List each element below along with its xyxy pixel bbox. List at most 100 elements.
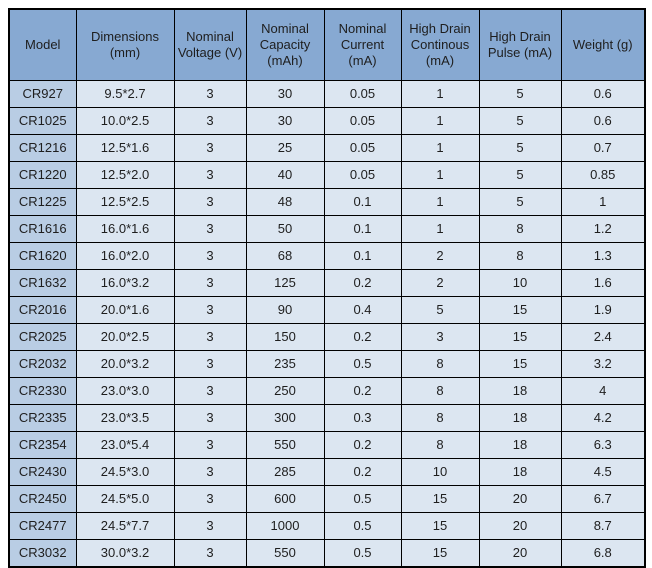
nominal-current-cell: 0.1	[323, 188, 402, 216]
high-drain-continous-cell: 1	[400, 215, 480, 243]
dimensions-cell: 20.0*1.6	[75, 296, 175, 324]
nominal-current-cell: 0.2	[323, 269, 402, 297]
nominal-voltage-cell: 3	[173, 134, 247, 162]
high-drain-pulse-cell: 8	[478, 215, 562, 243]
high-drain-continous-cell: 15	[400, 539, 480, 568]
high-drain-continous-cell: 8	[400, 404, 480, 432]
model-cell: CR2354	[8, 431, 77, 459]
nominal-current-cell: 0.05	[323, 107, 402, 135]
nominal-capacity-cell: 125	[245, 269, 325, 297]
nominal-voltage-cell: 3	[173, 512, 247, 540]
nominal-voltage-cell: 3	[173, 377, 247, 405]
nominal-current-cell: 0.5	[323, 485, 402, 513]
weight-cell: 4	[560, 377, 646, 405]
header-high-drain-pulse: High Drain Pulse (mA)	[478, 8, 562, 81]
nominal-capacity-cell: 600	[245, 485, 325, 513]
nominal-current-cell: 0.4	[323, 296, 402, 324]
nominal-voltage-cell: 3	[173, 215, 247, 243]
model-cell: CR2335	[8, 404, 77, 432]
weight-cell: 3.2	[560, 350, 646, 378]
header-nominal-capacity: Nominal Capacity (mAh)	[245, 8, 325, 81]
nominal-voltage-cell: 3	[173, 539, 247, 568]
high-drain-continous-cell: 10	[400, 458, 480, 486]
high-drain-pulse-cell: 20	[478, 485, 562, 513]
weight-cell: 0.85	[560, 161, 646, 189]
high-drain-pulse-cell: 20	[478, 539, 562, 568]
high-drain-pulse-cell: 15	[478, 350, 562, 378]
table-row: CR1225 12.5*2.5 3 48 0.1 1 5 1	[8, 188, 646, 216]
weight-cell: 6.7	[560, 485, 646, 513]
high-drain-continous-cell: 1	[400, 188, 480, 216]
nominal-current-cell: 0.1	[323, 215, 402, 243]
high-drain-pulse-cell: 5	[478, 161, 562, 189]
nominal-voltage-cell: 3	[173, 242, 247, 270]
nominal-current-cell: 0.05	[323, 80, 402, 108]
model-cell: CR1025	[8, 107, 77, 135]
nominal-current-cell: 0.3	[323, 404, 402, 432]
high-drain-continous-cell: 2	[400, 242, 480, 270]
dimensions-cell: 20.0*3.2	[75, 350, 175, 378]
table-row: CR2354 23.0*5.4 3 550 0.2 8 18 6.3	[8, 431, 646, 459]
model-cell: CR2032	[8, 350, 77, 378]
weight-cell: 4.5	[560, 458, 646, 486]
table-row: CR1025 10.0*2.5 3 30 0.05 1 5 0.6	[8, 107, 646, 135]
table-row: CR2025 20.0*2.5 3 150 0.2 3 15 2.4	[8, 323, 646, 351]
table-row: CR1216 12.5*1.6 3 25 0.05 1 5 0.7	[8, 134, 646, 162]
nominal-capacity-cell: 30	[245, 80, 325, 108]
nominal-capacity-cell: 25	[245, 134, 325, 162]
high-drain-pulse-cell: 5	[478, 80, 562, 108]
dimensions-cell: 24.5*7.7	[75, 512, 175, 540]
nominal-capacity-cell: 550	[245, 431, 325, 459]
high-drain-continous-cell: 15	[400, 485, 480, 513]
high-drain-continous-cell: 8	[400, 431, 480, 459]
header-weight: Weight (g)	[560, 8, 646, 81]
nominal-current-cell: 0.2	[323, 458, 402, 486]
dimensions-cell: 23.0*3.5	[75, 404, 175, 432]
weight-cell: 1.3	[560, 242, 646, 270]
model-cell: CR1225	[8, 188, 77, 216]
table-row: CR1632 16.0*3.2 3 125 0.2 2 10 1.6	[8, 269, 646, 297]
dimensions-cell: 9.5*2.7	[75, 80, 175, 108]
model-cell: CR1216	[8, 134, 77, 162]
table-row: CR1220 12.5*2.0 3 40 0.05 1 5 0.85	[8, 161, 646, 189]
model-cell: CR2430	[8, 458, 77, 486]
model-cell: CR1616	[8, 215, 77, 243]
nominal-voltage-cell: 3	[173, 323, 247, 351]
nominal-capacity-cell: 90	[245, 296, 325, 324]
dimensions-cell: 24.5*5.0	[75, 485, 175, 513]
model-cell: CR3032	[8, 539, 77, 568]
model-cell: CR2016	[8, 296, 77, 324]
table-row: CR2430 24.5*3.0 3 285 0.2 10 18 4.5	[8, 458, 646, 486]
dimensions-cell: 23.0*3.0	[75, 377, 175, 405]
weight-cell: 0.6	[560, 107, 646, 135]
nominal-voltage-cell: 3	[173, 161, 247, 189]
nominal-voltage-cell: 3	[173, 296, 247, 324]
dimensions-cell: 24.5*3.0	[75, 458, 175, 486]
dimensions-cell: 23.0*5.4	[75, 431, 175, 459]
high-drain-continous-cell: 8	[400, 350, 480, 378]
nominal-voltage-cell: 3	[173, 431, 247, 459]
high-drain-continous-cell: 2	[400, 269, 480, 297]
nominal-capacity-cell: 235	[245, 350, 325, 378]
nominal-voltage-cell: 3	[173, 404, 247, 432]
weight-cell: 1.6	[560, 269, 646, 297]
table-row: CR1620 16.0*2.0 3 68 0.1 2 8 1.3	[8, 242, 646, 270]
table-row: CR3032 30.0*3.2 3 550 0.5 15 20 6.8	[8, 539, 646, 568]
weight-cell: 0.6	[560, 80, 646, 108]
high-drain-pulse-cell: 18	[478, 404, 562, 432]
nominal-current-cell: 0.2	[323, 377, 402, 405]
nominal-capacity-cell: 150	[245, 323, 325, 351]
nominal-capacity-cell: 285	[245, 458, 325, 486]
table-body: CR927 9.5*2.7 3 30 0.05 1 5 0.6 CR1025 10.0*2.5 3 3…	[8, 80, 646, 568]
high-drain-pulse-cell: 20	[478, 512, 562, 540]
model-cell: CR927	[8, 80, 77, 108]
nominal-voltage-cell: 3	[173, 188, 247, 216]
model-cell: CR2477	[8, 512, 77, 540]
table-row: CR2335 23.0*3.5 3 300 0.3 8 18 4.2	[8, 404, 646, 432]
nominal-current-cell: 0.2	[323, 323, 402, 351]
nominal-capacity-cell: 550	[245, 539, 325, 568]
high-drain-continous-cell: 1	[400, 107, 480, 135]
nominal-capacity-cell: 1000	[245, 512, 325, 540]
nominal-voltage-cell: 3	[173, 350, 247, 378]
nominal-voltage-cell: 3	[173, 80, 247, 108]
